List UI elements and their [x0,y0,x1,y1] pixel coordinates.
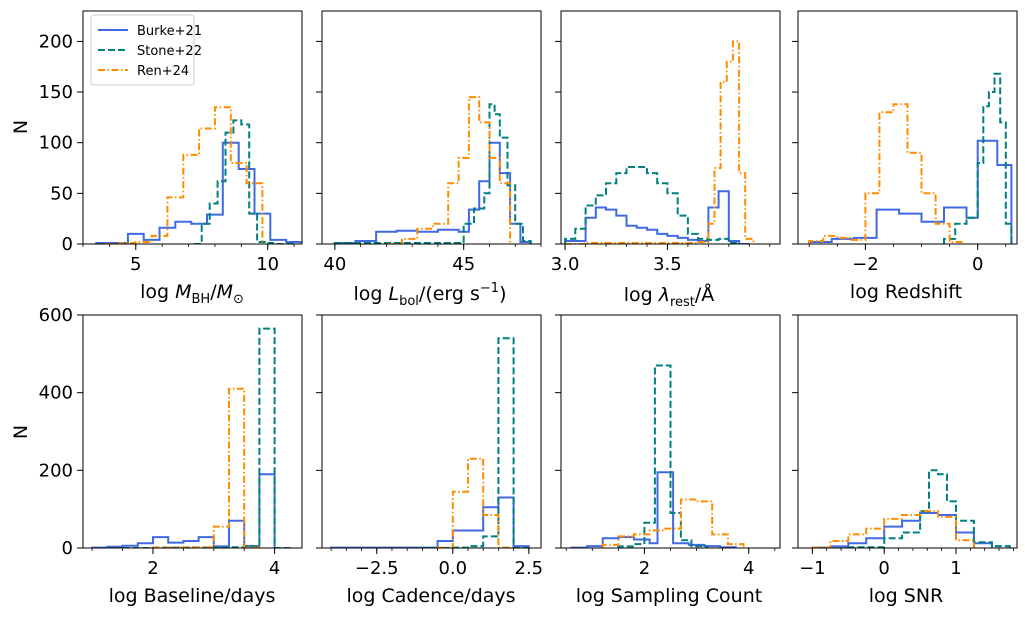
hist-ren24-panel-2 [565,40,755,244]
y-tick-label: 100 [39,133,73,154]
hist-stone22-panel-3 [943,72,1013,244]
x-tick-label: 2 [147,558,158,579]
x-tick-label: −2.5 [355,558,399,579]
series-group [333,96,532,244]
panel-3: −2 0 [792,10,1018,275]
ylabel-bottom: N [10,425,32,439]
panel-5: −2.5 0.0 2.5 [316,314,544,579]
x-tick-label: 4 [269,558,280,579]
x-tick-label: 2.5 [515,558,544,579]
axes-frame [797,10,1018,245]
hist-ren24-panel-6 [601,498,745,548]
x-tick-label: 0 [972,254,983,275]
y-tick-label: 0 [62,234,73,255]
x-tick-label: 0.0 [438,558,467,579]
panel-1: 40 45 [316,10,542,275]
x-tick-label: 40 [323,254,346,275]
series-group [570,364,745,548]
series-group [808,72,1013,244]
x-tick-label: 2 [639,558,650,579]
hist-ren24-panel-0 [104,106,264,244]
y-tick-label: 0 [62,538,73,559]
xlabel-sampling: log Sampling Count [576,585,762,607]
legend-label-ren: Ren+24 [137,64,189,79]
y-tick-label: 600 [39,305,73,326]
legend-label-burke: Burke+21 [137,24,202,39]
hist-ren24-panel-3 [808,103,965,244]
ylabel-top: N [10,120,32,134]
x-tick-label: 4 [743,558,754,579]
axes-frame [82,314,303,549]
series-group [564,40,755,244]
legend-label-stone: Stone+22 [137,44,202,59]
hist-burke21-panel-7 [811,512,993,548]
x-tick-label: −1 [799,558,826,579]
x-tick-label: −2 [852,254,879,275]
hist-stone22-panel-6 [617,364,708,548]
hist-burke21-panel-2 [564,190,750,244]
series-group [811,469,1011,548]
x-tick-label: 10 [256,254,279,275]
axes-frame [321,314,542,549]
axes-frame [797,314,1018,549]
hist-ren24-panel-5 [436,457,515,548]
legend-frame [90,14,195,86]
axes-frame [560,10,781,245]
xlabel-snr: log SNR [869,585,943,607]
y-tick-label: 400 [39,383,73,404]
xlabel-redshift: log Redshift [850,281,962,303]
series-group [95,106,302,244]
panel-2: 3.0 3.5 [551,10,781,275]
y-tick-label: 150 [39,82,73,103]
hist-ren24-panel-1 [386,96,512,244]
y-tick-label: 200 [39,460,73,481]
y-tick-label: 50 [50,183,73,204]
x-tick-label: 5 [130,254,141,275]
hist-stone22-panel-2 [564,166,741,244]
axes-frame [82,10,303,245]
x-tick-label: 0 [878,558,889,579]
hist-stone22-panel-1 [333,103,532,244]
xlabel-lambda: log λrest/Å [624,283,715,310]
hist-ren24-panel-7 [811,510,975,548]
xlabel-cadence: log Cadence/days [346,585,515,607]
x-tick-label: 45 [452,254,475,275]
x-tick-label: 3.0 [551,254,580,275]
x-tick-label: 3.5 [653,254,682,275]
panel-7: −1 0 1 [792,314,1018,579]
hist-burke21-panel-4 [91,473,276,548]
x-tick-label: 1 [950,558,961,579]
xlabel-baseline: log Baseline/days [109,585,276,607]
y-tick-label: 200 [39,31,73,52]
panel-4: 2 4 0 200 400 600 [39,305,303,579]
hist-stone22-panel-7 [847,469,1011,548]
axes-frame [321,10,542,245]
legend: Burke+21 Stone+22 Ren+24 [90,14,202,86]
hist-stone22-panel-0 [193,119,297,244]
